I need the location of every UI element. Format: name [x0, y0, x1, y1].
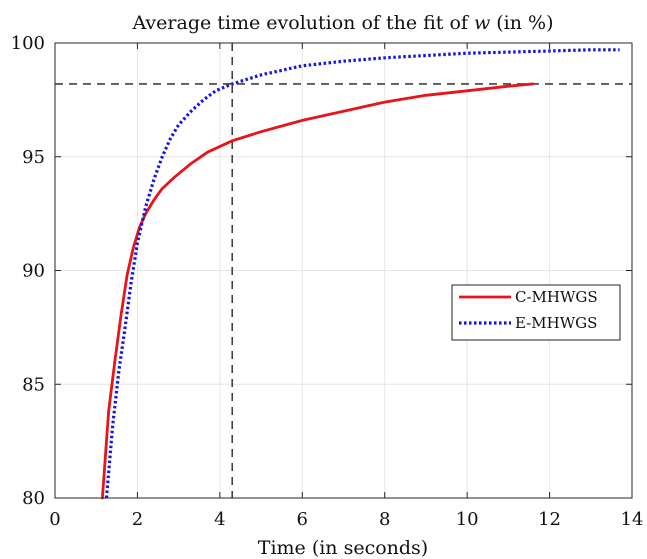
grid-layer — [55, 43, 632, 498]
legend-label-e-mhwgs: E-MHWGS — [515, 314, 597, 332]
tick-layer: 0 2 4 6 8 10 12 14 80 85 90 95 100 — [11, 33, 644, 530]
reference-lines — [55, 43, 632, 498]
series-layer — [101, 48, 620, 500]
chart-title: Average time evolution of the fit of w (… — [131, 12, 553, 34]
y-tick-label: 100 — [11, 33, 45, 54]
x-tick-label: 8 — [379, 509, 390, 530]
legend: C-MHWGS E-MHWGS — [451, 284, 621, 341]
x-tick-label: 12 — [538, 509, 561, 530]
x-tick-label: 14 — [621, 509, 644, 530]
y-tick-label: 90 — [22, 261, 45, 282]
y-tick-label: 95 — [22, 147, 45, 168]
x-tick-label: 6 — [297, 509, 308, 530]
series-line-c-mhwgs — [101, 82, 535, 500]
legend-label-c-mhwgs: C-MHWGS — [515, 288, 598, 306]
x-tick-label: 2 — [132, 509, 143, 530]
x-tick-label: 0 — [49, 509, 60, 530]
x-tick-label: 4 — [214, 509, 225, 530]
x-tick-label: 10 — [456, 509, 479, 530]
y-tick-label: 80 — [22, 488, 45, 509]
legend-box — [451, 284, 621, 341]
y-tick-label: 85 — [22, 374, 45, 395]
x-axis-label: Time (in seconds) — [258, 537, 428, 559]
